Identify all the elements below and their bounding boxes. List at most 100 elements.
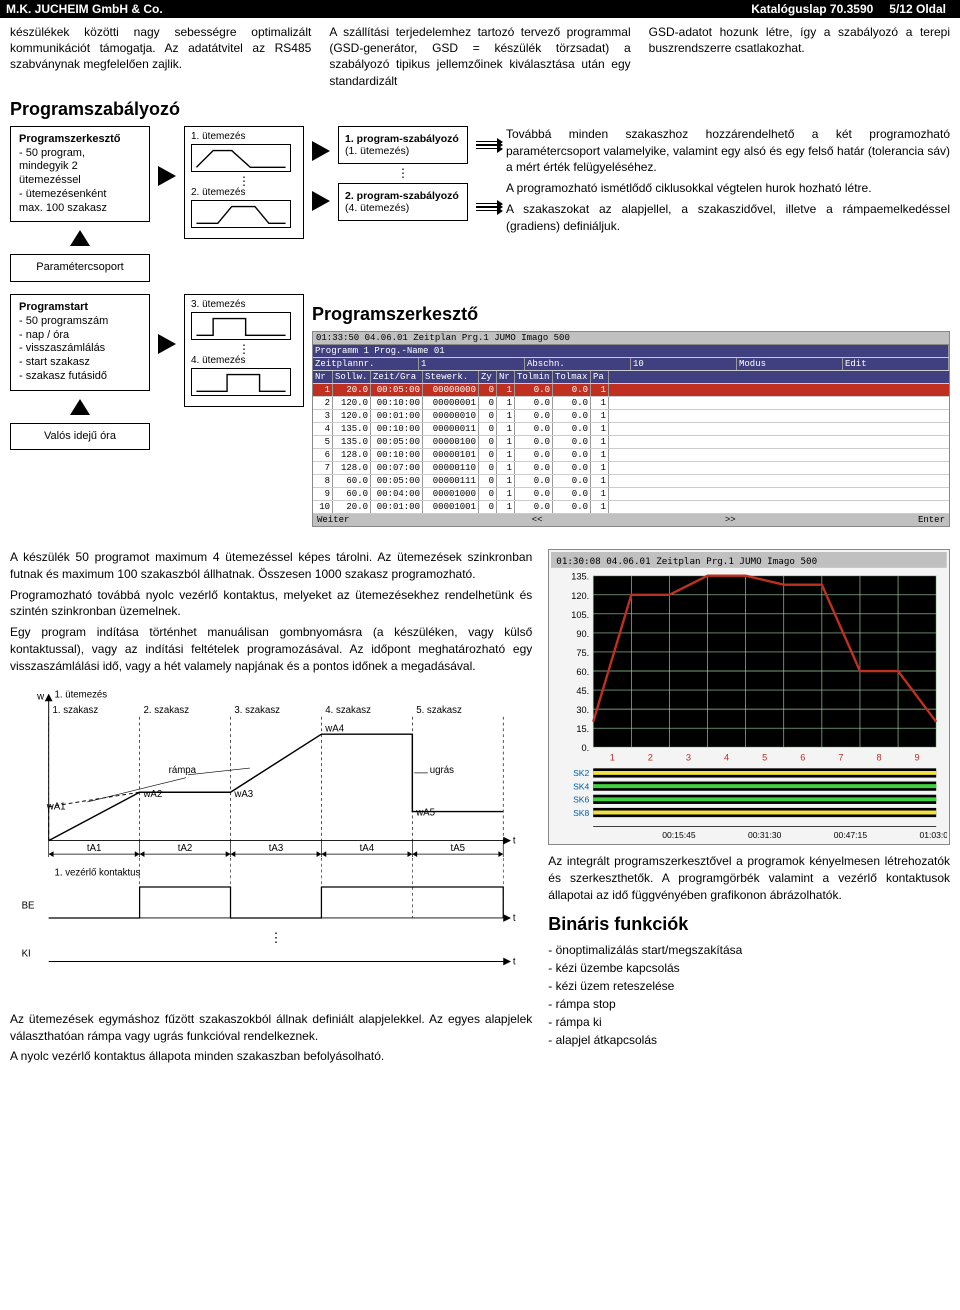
scr-timestamp: 01:33:50 04.06.01 Zeitplan Prg.1 JUMO Im… [313,332,949,345]
svg-text:7: 7 [839,752,844,762]
svg-text:SK2: SK2 [573,768,589,778]
svg-text:tA5: tA5 [451,843,465,854]
mini-chart-2 [191,200,291,228]
svg-text:tA2: tA2 [178,843,193,854]
arrow-up-icon [70,230,90,246]
svg-text:t: t [513,956,516,967]
company-name: M.K. JUCHEIM GmbH & Co. [6,2,743,16]
scr-data-row: 120.000:05:0000000000010.00.01 [313,384,949,397]
box-editor-title: Programszerkesztő [19,133,141,147]
body-text-5: A nyolc vezérlő kontaktus állapota minde… [10,1048,532,1065]
arrow-icon [158,334,176,354]
svg-text:t: t [513,835,516,846]
right-para-1: Továbbá minden szakaszhoz hozzárendelhet… [506,126,950,176]
right-description-1: Továbbá minden szakaszhoz hozzárendelhet… [506,126,950,239]
arrow-connector-2 [312,126,330,226]
svg-text:wA1: wA1 [46,801,66,812]
scr-data-row: 4135.000:10:0000000011010.00.01 [313,423,949,436]
body-text-3: Egy program indítása történhet manuálisa… [10,624,532,674]
box-prog-controller-2: 2. program-szabályozó (4. ütemezés) [338,183,468,221]
svg-text:60.: 60. [577,667,590,677]
scr-data-row: 3120.000:01:0000000010010.00.01 [313,410,949,423]
svg-text:1. szakasz: 1. szakasz [53,704,99,715]
scr-data-row: 1020.000:01:0000001001010.00.01 [313,501,949,514]
scr-plan-row: Zeitplannr.1Abschn.10ModusEdit [313,358,949,371]
svg-text:8: 8 [877,752,882,762]
catalog-number: Katalóguslap 70.3590 [743,2,881,16]
section-programszabalyozo: Programszabályozó [10,99,950,120]
sched2-label: 2. ütemezés [191,187,297,198]
prog1-title: 1. program-szabályozó [345,133,459,145]
svg-text:2. szakasz: 2. szakasz [143,704,189,715]
editor-line: mindegyik 2 [19,160,141,174]
svg-text:75.: 75. [577,648,590,658]
box-prog-controller-1: 1. program-szabályozó (1. ütemezés) [338,126,468,164]
mini-chart-4 [191,368,291,396]
svg-text:wA3: wA3 [233,789,253,800]
start-line: - visszaszámlálás [19,342,141,356]
sched3-label: 3. ütemezés [191,299,297,310]
svg-text:t: t [513,912,516,923]
body-text-1: A készülék 50 programot maximum 4 ütemez… [10,549,532,583]
start-line: - start szakasz [19,356,141,370]
scr-data-row: 960.000:04:0000001000010.00.01 [313,488,949,501]
binary-list-item: alapjel átkapcsolás [548,1031,950,1049]
start-line: - 50 programszám [19,315,141,329]
sched1-label: 1. ütemezés [191,131,297,142]
svg-text:01:03:00: 01:03:00 [920,830,947,840]
svg-text:1: 1 [610,752,615,762]
svg-text:90.: 90. [577,629,590,639]
diagram-row-1: Programszerkesztő - 50 program,mindegyik… [10,126,950,282]
intro-col-3: GSD-adatot hozunk létre, így a szabályoz… [649,24,950,89]
box-start-title: Programstart [19,301,141,315]
binary-functions-list: önoptimalizálás start/megszakításakézi ü… [548,941,950,1049]
scr-footer: Weiter<<>>Enter [313,514,949,526]
arrow-connector-1 [158,126,176,226]
svg-text:tA1: tA1 [87,843,101,854]
scr-col-head: NrSollw.Zeit/GraStewerk.ZyNrTolminTolmax… [313,371,949,384]
scr-data-row: 5135.000:05:0000000100010.00.01 [313,436,949,449]
svg-text:00:47:15: 00:47:15 [834,830,868,840]
body-text-4: Az ütemezések egymáshoz fűzött szakaszok… [10,1011,532,1045]
graph-screenshot: 01:30:08 04.06.01 Zeitplan Prg.1 JUMO Im… [548,549,950,845]
binary-list-item: rámpa ki [548,1013,950,1031]
svg-text:15.: 15. [577,724,590,734]
svg-text:3: 3 [686,752,691,762]
intro-col-2: A szállítási terjedelemhez tartozó terve… [329,24,630,89]
svg-text:wA2: wA2 [142,789,162,800]
svg-text:0.: 0. [582,743,590,753]
svg-text:105.: 105. [572,610,590,620]
section-binary-functions: Bináris funkciók [548,914,950,935]
svg-text:135.: 135. [572,572,590,582]
scr-data-row: 6128.000:10:0000000101010.00.01 [313,449,949,462]
svg-text:00:31:30: 00:31:30 [748,830,782,840]
schedule-box-12: 1. ütemezés ⋮ 2. ütemezés [184,126,304,239]
start-line: - szakasz futásidő [19,370,141,384]
arrow-icon [312,191,330,211]
svg-text:4. szakasz: 4. szakasz [325,704,371,715]
body-text-2: Programozható továbbá nyolc vezérlő kont… [10,587,532,621]
svg-text:3. szakasz: 3. szakasz [234,704,280,715]
scr-data-row: 860.000:05:0000000111010.00.01 [313,475,949,488]
mini-chart-1 [191,144,291,172]
svg-text:5. szakasz: 5. szakasz [416,704,462,715]
page-number: 5/12 Oldal [881,2,954,16]
svg-text:1. ütemezés: 1. ütemezés [54,689,107,700]
arrow-icon [312,141,330,161]
scr-data-row: 7128.000:07:0000000110010.00.01 [313,462,949,475]
right-para-3: A szakaszokat az alapjellel, a szakaszid… [506,201,950,235]
table-screenshot: 01:33:50 04.06.01 Zeitplan Prg.1 JUMO Im… [312,331,950,527]
svg-text:5: 5 [762,752,767,762]
prog1-sub: (1. ütemezés) [345,145,409,157]
scr-prog-row: Programm 1 Prog.-Name 01 [313,345,949,358]
box-realtime-clock: Valós idejű óra [10,423,150,451]
svg-text:2: 2 [648,752,653,762]
svg-text:⋮: ⋮ [269,930,283,945]
svg-text:30.: 30. [577,705,590,715]
editor-line: - 50 program, [19,147,141,161]
svg-text:6: 6 [800,752,805,762]
mini-chart-3 [191,312,291,340]
svg-text:00:15:45: 00:15:45 [663,830,697,840]
box-program-editor: Programszerkesztő - 50 program,mindegyik… [10,126,150,223]
svg-text:1. vezérlő kontaktus: 1. vezérlő kontaktus [54,867,140,878]
